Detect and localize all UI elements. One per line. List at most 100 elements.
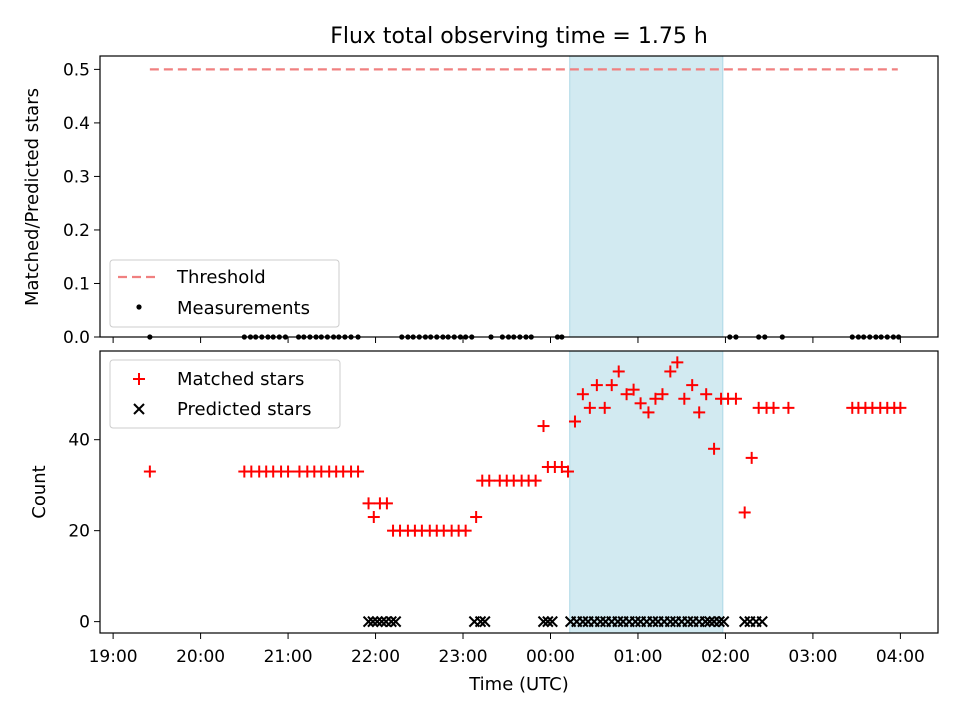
legend-cross-marker-b	[133, 403, 145, 415]
legend-measurements-swatch	[136, 304, 142, 310]
predicted-star-point-b	[664, 615, 677, 628]
matched-star-point	[380, 497, 393, 510]
matched-star-point	[627, 383, 640, 396]
legend-cross-marker	[133, 403, 145, 415]
x-tick-label: 02:00	[701, 647, 750, 667]
top-y-tick-label: 0.0	[63, 328, 90, 348]
top-legend: Threshold Measurements	[109, 259, 340, 328]
predicted-star-point	[380, 615, 392, 628]
matched-star-point	[561, 465, 574, 478]
matched-star-point	[656, 388, 669, 401]
predicted-star-point	[594, 615, 607, 628]
predicted-star-point-b	[594, 615, 607, 628]
top-legend-box	[109, 259, 340, 328]
bottom-y-axis-label: Count	[29, 465, 50, 518]
matched-star-point	[686, 379, 699, 392]
predicted-star-point	[367, 615, 379, 628]
predicted-star-point-b	[474, 615, 487, 628]
legend-threshold-label: Threshold	[176, 267, 266, 288]
matched-star-point	[352, 465, 365, 478]
predicted-star-point	[738, 615, 751, 628]
predicted-star-point-b	[479, 615, 491, 628]
matched-star-point	[367, 511, 380, 524]
legend-predicted-swatch	[133, 403, 145, 415]
matched-star-point	[700, 388, 713, 401]
matched-star-point	[649, 392, 662, 405]
bottom-panel: 19:00 20:00 21:00 22:00 23:00 00:00 01:00 02:00…	[68, 350, 939, 667]
top-y-tick-label: 0.3	[63, 167, 90, 187]
legend-matched-swatch	[133, 373, 145, 385]
predicted-star-point	[717, 615, 730, 628]
x-tick-label: 01:00	[613, 647, 662, 667]
matched-star-point	[612, 365, 625, 378]
predicted-star-point-b	[699, 615, 712, 628]
matched-star-point	[745, 451, 758, 464]
x-tick-label: 03:00	[788, 647, 837, 667]
chart-title: Flux total observing time = 1.75 h	[330, 24, 708, 49]
predicted-star-point	[703, 615, 716, 628]
bottom-y-tick-label: 0	[79, 613, 90, 633]
predicted-star-point-b	[375, 615, 388, 628]
predicted-star-point-b	[756, 615, 768, 628]
predicted-star-point-b	[703, 615, 716, 628]
matched-star-point	[693, 406, 706, 419]
predicted-star-point-b	[612, 615, 624, 628]
predicted-star-point-b	[647, 615, 659, 628]
predicted-star-point	[474, 615, 487, 628]
matched-star-point	[576, 388, 589, 401]
x-tick-label: 21:00	[264, 647, 313, 667]
bottom-shaded-interval	[569, 350, 724, 634]
matched-star-point	[555, 460, 568, 473]
legend-measurements-label: Measurements	[177, 298, 310, 319]
top-y-axis-label: Matched/Predicted stars	[22, 88, 43, 306]
predicted-star-point-b	[738, 615, 751, 628]
matched-star-point	[729, 392, 742, 405]
predicted-star-point-b	[682, 615, 694, 628]
matched-star-point	[894, 401, 907, 414]
top-y-tick-label: 0.2	[63, 221, 90, 241]
matched-star-point	[767, 401, 780, 414]
top-y-tick-label: 0.5	[63, 60, 90, 80]
matched-star-point	[568, 415, 581, 428]
predicted-star-point	[375, 615, 388, 628]
top-panel: 0.0 0.1 0.2 0.3 0.4 0.5	[63, 55, 939, 348]
x-tick-label: 22:00	[351, 647, 400, 667]
matched-star-point	[483, 474, 496, 487]
predicted-star-point	[371, 615, 383, 628]
predicted-star-point	[756, 615, 768, 628]
matched-star-point	[590, 379, 603, 392]
predicted-star-point-b	[380, 615, 392, 628]
matched-star-point	[143, 465, 156, 478]
predicted-star-point	[713, 615, 726, 628]
x-tick-label: 04:00	[876, 647, 925, 667]
matched-star-point	[529, 474, 542, 487]
predicted-star-point	[546, 615, 558, 628]
x-tick-label: 23:00	[439, 647, 488, 667]
predicted-star-point-b	[542, 615, 554, 628]
legend-matched-label: Matched stars	[177, 369, 304, 390]
matched-star-point	[470, 511, 483, 524]
predicted-star-point-b	[537, 615, 550, 628]
matched-star-point	[671, 356, 684, 369]
matched-star-point	[642, 406, 655, 419]
top-y-tick-label: 0.4	[63, 114, 90, 134]
top-plot-frame	[99, 55, 939, 338]
matched-star-point	[598, 401, 611, 414]
matched-star-point	[620, 388, 633, 401]
predicted-star-point-b	[708, 615, 720, 628]
predicted-star-point	[664, 615, 677, 628]
matched-star-point	[634, 397, 647, 410]
legend-plus-marker	[133, 373, 145, 385]
predicted-star-point-b	[367, 615, 379, 628]
matched-star-point	[362, 497, 375, 510]
predicted-star-point	[612, 615, 624, 628]
predicted-star-point	[389, 615, 402, 628]
matched-star-point	[782, 401, 795, 414]
predicted-star-point	[385, 615, 397, 628]
predicted-star-point-b	[389, 615, 402, 628]
legend-predicted-label: Predicted stars	[177, 399, 311, 420]
predicted-star-point	[699, 615, 712, 628]
predicted-star-point-b	[629, 615, 642, 628]
top-shaded-interval	[569, 55, 724, 338]
predicted-star-point	[362, 615, 375, 628]
